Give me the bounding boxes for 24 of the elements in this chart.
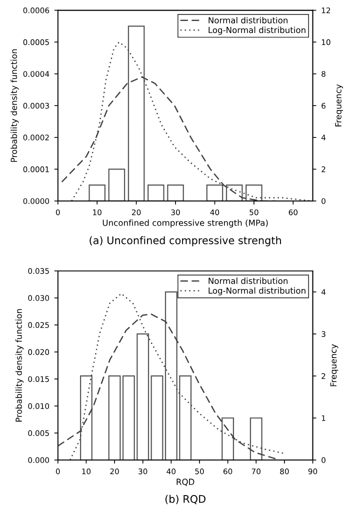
bar [206, 184, 224, 201]
text: (a) Unconfined compressive strength [90, 236, 281, 246]
y-axis-title: Probability density function [15, 309, 24, 422]
legend-label: Normal distribution [208, 278, 288, 284]
bar [148, 184, 164, 201]
y2-axis-title: Frequency [335, 84, 344, 126]
legend-label: Log-Normal distribution [208, 287, 306, 296]
y-axis-title: Probability density function [10, 49, 19, 162]
bar [246, 184, 262, 201]
x-axis-title: Unconfined compressive strength (MPa) [102, 219, 268, 228]
bar [128, 26, 145, 201]
bar [108, 375, 121, 460]
x-axis-title: RQD [176, 478, 194, 486]
bar [108, 168, 126, 201]
legend-label: Normal distribution [208, 16, 288, 24]
bar [80, 375, 92, 460]
bar [250, 417, 262, 460]
text: (b) RQD [165, 494, 206, 504]
y2-axis-title: Frequency [330, 344, 338, 386]
legend-label: Log-Normal distribution [208, 26, 306, 35]
bar [88, 184, 106, 201]
bar [167, 184, 184, 201]
bar [222, 417, 234, 460]
bar [150, 375, 164, 460]
